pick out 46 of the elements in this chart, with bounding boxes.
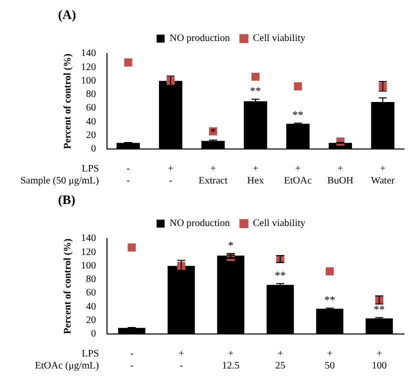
y-tick-label: 100 [81, 260, 96, 272]
x-axis-title: LPS EtOAc (μg/mL) [35, 348, 99, 372]
annotation: ** [250, 86, 261, 98]
y-tick-label: 100 [81, 75, 96, 86]
x-tick-label: + - [168, 164, 174, 187]
x-tick-label: + 12.5 [222, 348, 240, 372]
chart-title: (A) [58, 7, 76, 22]
annotation: * [210, 126, 216, 139]
x-tick-label: - - [130, 348, 134, 372]
x-tick-label: + EtOAc [284, 164, 312, 187]
y-tick-label: 60 [86, 288, 96, 299]
annotation: ** [374, 304, 385, 316]
x-tick-label: + Extract [198, 164, 228, 187]
y-tick-label: 40 [86, 301, 96, 312]
y-axis-title: Percent of control (%) [62, 238, 74, 334]
annotation: ** [274, 270, 286, 282]
x-tick-label: + 25 [275, 348, 286, 372]
y-tick-label: 80 [86, 274, 96, 286]
y-axis-title: Percent of control (%) [62, 54, 74, 150]
y-tick-label: 0 [91, 144, 96, 155]
y-tick-label: 80 [86, 89, 96, 100]
y-tick-label: 140 [81, 233, 96, 244]
y-tick-label: 0 [91, 328, 96, 340]
y-tick-label: 140 [81, 48, 96, 60]
x-tick-label: + 100 [372, 348, 387, 372]
y-tick-label: 40 [86, 116, 96, 128]
y-tick-label: 20 [86, 314, 96, 326]
legend-label: NO production [170, 218, 230, 230]
y-tick-label: 120 [81, 62, 96, 73]
annotation: ** [292, 109, 304, 122]
x-axis-title: LPS Sample (50 μg/mL) [20, 164, 99, 187]
x-tick-label: + 50 [324, 348, 335, 372]
x-tick-label: + BuOH [327, 164, 354, 187]
annotation: * [228, 240, 234, 252]
legend-label: Cell viability [252, 218, 306, 230]
y-tick-label: 20 [86, 130, 96, 141]
chart-title: (B) [58, 192, 76, 208]
legend-label: NO production [170, 33, 230, 44]
annotation: ** [324, 294, 336, 306]
x-tick-label: - - [126, 164, 130, 187]
x-tick-label: + Hex [247, 164, 264, 187]
y-tick-label: 120 [81, 246, 96, 258]
x-tick-label: + Water [370, 164, 396, 187]
x-tick-label: + - [178, 348, 184, 372]
legend-label: Cell viability [252, 33, 306, 44]
y-tick-label: 60 [86, 102, 96, 114]
